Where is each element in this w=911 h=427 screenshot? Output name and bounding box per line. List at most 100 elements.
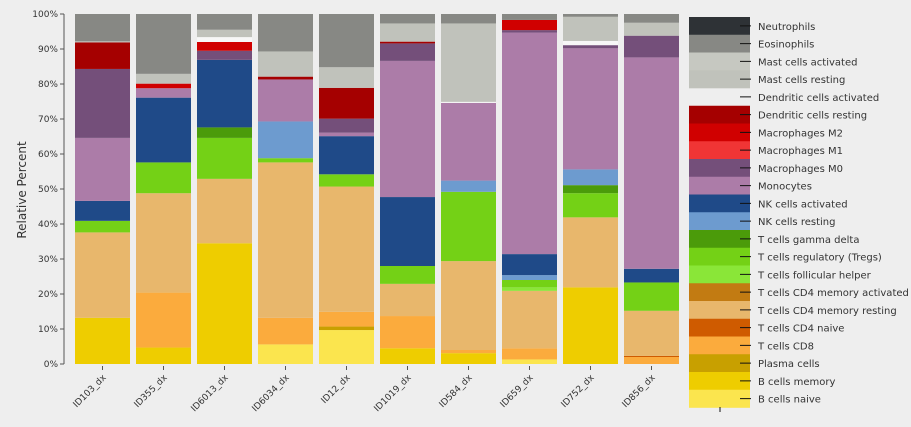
bars [75, 14, 679, 364]
legend-label: Dendritic cells activated [758, 93, 879, 104]
bar-segment [380, 348, 435, 364]
y-axis: 0% 10% 20% 30% 40% 50% 60% 70% 80% 90% 100% [32, 10, 65, 370]
bar-segment [75, 41, 130, 43]
legend-swatch [689, 247, 750, 266]
bar-segment [258, 14, 313, 52]
x-tick-label: ID752_dx [560, 373, 597, 410]
bar-segment [136, 97, 191, 163]
bar-segment [502, 280, 557, 288]
bar-segment [319, 118, 374, 133]
bar-segment [197, 50, 252, 60]
bar-segment [624, 310, 679, 356]
legend-label: Neutrophils [758, 22, 815, 33]
bar-segment [319, 136, 374, 175]
x-tick-label: ID6013_dx [190, 373, 232, 415]
bar-segment [441, 180, 496, 192]
bar-segment [624, 14, 679, 23]
bar-segment [502, 19, 557, 31]
y-tick-label: 50% [38, 185, 58, 195]
bar-segment [319, 186, 374, 312]
bar-segment [441, 14, 496, 24]
x-tick-label: ID355_dx [133, 373, 170, 410]
bar-segment [502, 254, 557, 276]
bar-segment [75, 220, 130, 233]
x-tick-label: ID12_dx [320, 373, 353, 406]
bar-segment [136, 292, 191, 348]
bar-segment [319, 132, 374, 137]
legend-label: NK cells resting [758, 217, 835, 228]
bar-segment [136, 73, 191, 84]
y-tick-label: 0% [44, 360, 59, 370]
legend-label: B cells memory [758, 377, 835, 388]
y-tick-label: 60% [38, 150, 58, 160]
legend-swatch [689, 176, 750, 195]
bar-segment [624, 282, 679, 311]
y-tick-label: 30% [38, 255, 58, 265]
bar-segment [136, 162, 191, 194]
legend-swatch [689, 194, 750, 213]
bar-segment [563, 16, 618, 41]
legend-label: T cells follicular helper [757, 270, 872, 281]
legend-swatch [689, 230, 750, 249]
bar-segment [75, 200, 130, 221]
legend-swatch [689, 283, 750, 302]
bar-segment [197, 42, 252, 51]
legend-label: T cells CD8 [757, 341, 814, 352]
bar-segment [624, 268, 679, 283]
bar-segment [258, 158, 313, 163]
bar-segment [502, 275, 557, 280]
bar-segment [319, 87, 374, 119]
x-tick-label: ID6034_dx [251, 373, 293, 415]
legend-swatch [689, 372, 750, 391]
bar-segment [136, 193, 191, 293]
legend-label: T cells regulatory (Tregs) [757, 253, 882, 264]
legend-swatch [689, 159, 750, 178]
x-tick-label: ID856_dx [621, 373, 658, 410]
legend-swatch [689, 105, 750, 124]
legend-swatch [689, 318, 750, 337]
legend-swatch [689, 17, 750, 36]
bar-segment [380, 14, 435, 24]
bar-segment [502, 359, 557, 364]
bar-segment [319, 311, 374, 327]
bar-segment [319, 14, 374, 68]
bar-segment [258, 121, 313, 159]
legend-label: Macrophages M0 [758, 164, 843, 175]
y-tick-label: 100% [32, 10, 58, 20]
bar-segment [502, 290, 557, 349]
bar-segment [624, 22, 679, 36]
bar-segment [563, 40, 618, 46]
legend-label: B cells naive [758, 395, 821, 406]
bar-segment [319, 330, 374, 364]
legend-swatch [689, 141, 750, 160]
bar-segment [441, 102, 496, 181]
bar-segment [258, 76, 313, 80]
bar-segment [319, 174, 374, 187]
legend-swatch [689, 336, 750, 355]
bar-segment [563, 217, 618, 288]
bar-segment [563, 193, 618, 218]
bar-segment [75, 232, 130, 318]
bar-segment [563, 169, 618, 186]
bar-segment [441, 353, 496, 364]
bar-segment [441, 23, 496, 102]
bar-segment [136, 83, 191, 89]
bar-segment [197, 137, 252, 179]
legend-swatch [689, 301, 750, 320]
bar-segment [441, 261, 496, 350]
legend-swatch [689, 212, 750, 231]
bar-segment [502, 14, 557, 20]
bar-segment [197, 127, 252, 138]
legend-label: Mast cells activated [758, 57, 857, 68]
legend-label: T cells CD4 memory activated [757, 288, 909, 299]
bar-segment [502, 287, 557, 291]
legend-label: Dendritic cells resting [758, 111, 867, 122]
legend-label: Plasma cells [758, 359, 820, 370]
legend: Neutrophils Eosinophils Mast cells activat… [689, 17, 909, 412]
bar-segment [624, 355, 679, 357]
bar-segment [75, 68, 130, 138]
y-tick-label: 90% [38, 45, 58, 55]
bar-segment [624, 35, 679, 58]
bar-segment [197, 37, 252, 42]
bar-segment [380, 283, 435, 317]
